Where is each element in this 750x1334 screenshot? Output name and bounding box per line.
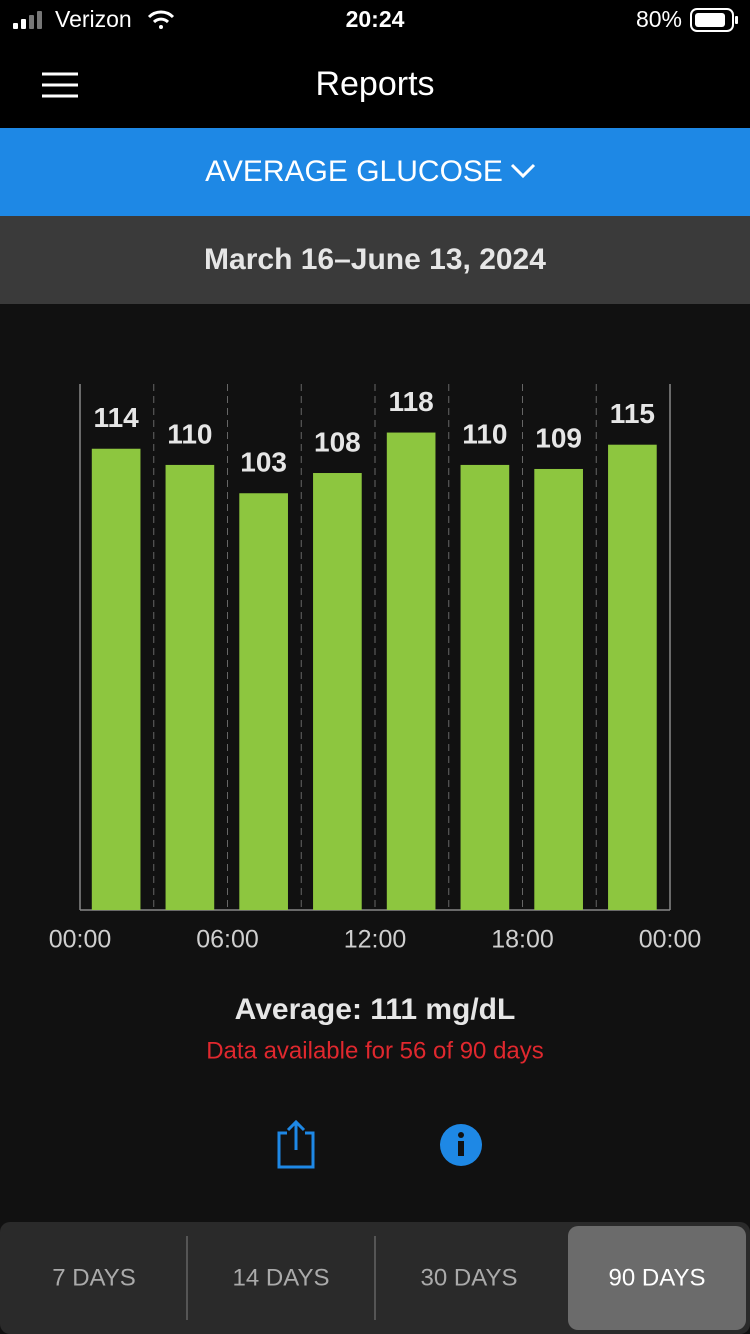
bar bbox=[91, 448, 141, 910]
header-title: Reports bbox=[315, 65, 434, 103]
info-button[interactable] bbox=[440, 1124, 482, 1166]
report-selector[interactable] bbox=[0, 128, 750, 216]
data-label: 115 bbox=[610, 398, 655, 429]
bar bbox=[386, 432, 436, 910]
x-tick-label: 00:00 bbox=[49, 926, 112, 954]
x-tick-label: 12:00 bbox=[344, 926, 407, 954]
tab[interactable]: 14 DAYS bbox=[233, 1264, 330, 1291]
data-availability-note: Data available for 56 of 90 days bbox=[206, 1037, 544, 1064]
date-range-bar bbox=[0, 216, 750, 304]
tab[interactable]: 90 DAYS bbox=[609, 1264, 706, 1291]
x-tick-label: 00:00 bbox=[639, 926, 702, 954]
clock: 20:24 bbox=[346, 6, 405, 32]
data-label: 109 bbox=[535, 422, 582, 453]
top-background bbox=[0, 0, 750, 128]
tab[interactable]: 30 DAYS bbox=[421, 1264, 518, 1291]
data-label: 110 bbox=[167, 418, 212, 449]
menu-button[interactable] bbox=[42, 72, 78, 98]
date-range: March 16–June 13, 2024 bbox=[204, 243, 546, 276]
bar bbox=[460, 464, 510, 910]
data-label: 118 bbox=[389, 386, 434, 417]
carrier: Verizon bbox=[55, 6, 132, 32]
data-label: 114 bbox=[94, 402, 140, 433]
tab[interactable]: 7 DAYS bbox=[52, 1264, 136, 1291]
dropdown-chevron[interactable] bbox=[510, 163, 536, 179]
selected-tab[interactable] bbox=[568, 1226, 746, 1330]
data-label: 103 bbox=[240, 447, 287, 478]
data-label: 108 bbox=[314, 426, 361, 457]
data-label: 110 bbox=[462, 418, 507, 449]
chart: 114 110 103 108 118 110 109 115 00:00 06:00 12:00 1… bbox=[49, 384, 702, 954]
bar bbox=[313, 473, 362, 910]
x-tick-label: 18:00 bbox=[491, 926, 554, 954]
x-tick-label: 06:00 bbox=[196, 926, 259, 954]
average-summary: Average: 111 mg/dL bbox=[235, 993, 516, 1026]
bar bbox=[608, 444, 657, 910]
bar bbox=[239, 493, 288, 910]
battery-percent: 80% bbox=[636, 6, 682, 32]
report-selector-label[interactable]: AVERAGE GLUCOSE bbox=[205, 155, 503, 188]
signal-icon bbox=[13, 11, 42, 29]
battery-icon bbox=[690, 8, 738, 32]
share-button[interactable] bbox=[277, 1119, 315, 1169]
bar bbox=[534, 468, 583, 910]
wifi-icon bbox=[147, 10, 175, 29]
bar bbox=[165, 464, 215, 910]
